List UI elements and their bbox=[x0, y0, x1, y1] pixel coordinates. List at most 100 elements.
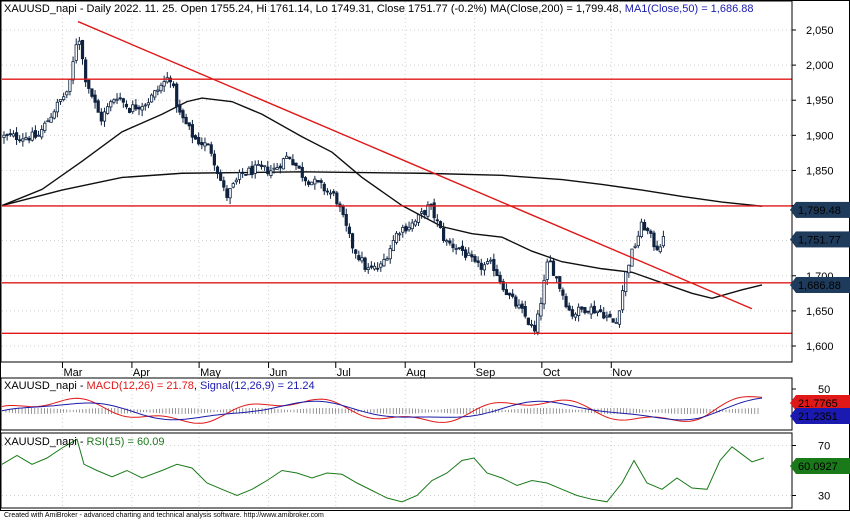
candle-body bbox=[485, 261, 490, 265]
candle-body bbox=[237, 172, 242, 180]
candle-body bbox=[184, 116, 188, 125]
header-ma50: MA1(Close,50) = 1,686.88 bbox=[625, 3, 754, 15]
header-ma200: MA(Close,200) = 1,799.48, bbox=[490, 3, 625, 15]
candle-body bbox=[438, 221, 443, 229]
rsi-header: XAUUSD_napi - RSI(15) = 60.09 bbox=[4, 436, 165, 448]
candle-body bbox=[627, 264, 631, 274]
macd-line bbox=[1, 396, 763, 424]
candle-body bbox=[454, 248, 458, 250]
x-tick-label: Aug bbox=[406, 367, 426, 379]
candle-body bbox=[228, 187, 232, 199]
candle-body bbox=[65, 91, 69, 96]
header-symbol: XAUUSD_napi bbox=[4, 3, 77, 15]
candle-body bbox=[21, 138, 25, 142]
candle-body bbox=[250, 165, 254, 176]
candle-body bbox=[589, 306, 593, 315]
candle-body bbox=[555, 276, 559, 279]
candle-body bbox=[112, 99, 116, 103]
candle-body bbox=[332, 191, 336, 194]
candle-body bbox=[620, 290, 625, 311]
candle-body bbox=[121, 98, 125, 103]
candle-body bbox=[441, 227, 446, 241]
candle-body bbox=[143, 104, 147, 107]
y-tick-label: 1,950 bbox=[806, 95, 834, 107]
macd-y-tick-label: 50 bbox=[818, 384, 830, 396]
candle-body bbox=[168, 77, 173, 83]
candle-body bbox=[379, 263, 383, 268]
candle-body bbox=[482, 264, 487, 271]
candle-body bbox=[2, 134, 6, 138]
tag-rsi-pointer bbox=[790, 458, 796, 474]
candle-body bbox=[99, 111, 103, 122]
candle-body bbox=[294, 162, 298, 167]
candle-body bbox=[272, 167, 276, 170]
rsi-y-tick-label: 70 bbox=[818, 441, 830, 453]
candle-body bbox=[470, 254, 474, 258]
candle-body bbox=[131, 104, 135, 113]
y-tick-label: 2,050 bbox=[806, 25, 834, 37]
candle-body bbox=[614, 322, 618, 324]
candle-body bbox=[284, 155, 289, 159]
candle-body bbox=[319, 180, 323, 183]
candle-body bbox=[93, 94, 97, 103]
tag-ma50-box bbox=[796, 276, 850, 293]
candle-body bbox=[341, 206, 345, 216]
candle-body bbox=[492, 259, 496, 272]
candle-body bbox=[611, 318, 615, 323]
candle-body bbox=[71, 61, 75, 81]
candle-body bbox=[259, 164, 264, 167]
candle-body bbox=[322, 183, 326, 192]
tag-rsi-label: 60.0927 bbox=[798, 461, 838, 473]
candle-body bbox=[642, 221, 647, 231]
candle-body bbox=[300, 166, 304, 178]
candle-body bbox=[335, 192, 339, 205]
main-header: XAUUSD_napi - Daily 2022. 11. 25. Open 1… bbox=[4, 3, 754, 15]
candle-body bbox=[401, 226, 405, 233]
candle-body bbox=[357, 255, 361, 261]
candle-body bbox=[504, 289, 509, 296]
candle-body bbox=[325, 190, 330, 193]
candle-body bbox=[146, 102, 151, 106]
macd-header-sep: , bbox=[194, 380, 200, 392]
candle-body bbox=[564, 296, 568, 308]
candle-body bbox=[366, 267, 370, 271]
candle-body bbox=[344, 214, 348, 226]
candle-body bbox=[310, 181, 314, 186]
candle-body bbox=[382, 259, 386, 267]
candle-body bbox=[391, 240, 395, 252]
candle-body bbox=[288, 156, 292, 160]
candle-body bbox=[219, 172, 223, 181]
x-tick-label: Jun bbox=[270, 367, 288, 379]
candle-body bbox=[501, 281, 505, 291]
candle-body bbox=[102, 111, 107, 122]
candle-body bbox=[404, 225, 408, 232]
rsi-header-prefix: XAUUSD_napi - bbox=[4, 436, 87, 448]
candle-body bbox=[256, 163, 260, 166]
candle-body bbox=[303, 177, 308, 182]
candle-body bbox=[77, 40, 81, 45]
x-tick-label: Nov bbox=[612, 367, 632, 379]
tag-close-pointer bbox=[790, 231, 796, 248]
candle-body bbox=[222, 180, 226, 188]
candle-body bbox=[247, 167, 251, 176]
candle-body bbox=[159, 84, 163, 92]
candle-body bbox=[30, 131, 34, 141]
candle-body bbox=[49, 116, 53, 123]
macd-header-prefix: XAUUSD_napi - bbox=[4, 380, 87, 392]
candle-body bbox=[608, 313, 612, 318]
candle-body bbox=[137, 106, 141, 110]
rsi-line bbox=[1, 438, 765, 503]
candle-body bbox=[457, 247, 461, 250]
candle-body bbox=[134, 104, 138, 110]
candle-body bbox=[74, 44, 78, 61]
candle-body bbox=[90, 88, 94, 97]
y-tick-label: 1,850 bbox=[806, 165, 834, 177]
candle-body bbox=[24, 137, 28, 140]
pane-frame bbox=[0, 0, 793, 363]
candle-body bbox=[46, 120, 50, 123]
moving-averages bbox=[1, 97, 763, 299]
candle-body bbox=[536, 313, 540, 333]
candle-body bbox=[542, 279, 546, 305]
candle-body bbox=[124, 103, 129, 108]
candle-body bbox=[84, 59, 88, 83]
